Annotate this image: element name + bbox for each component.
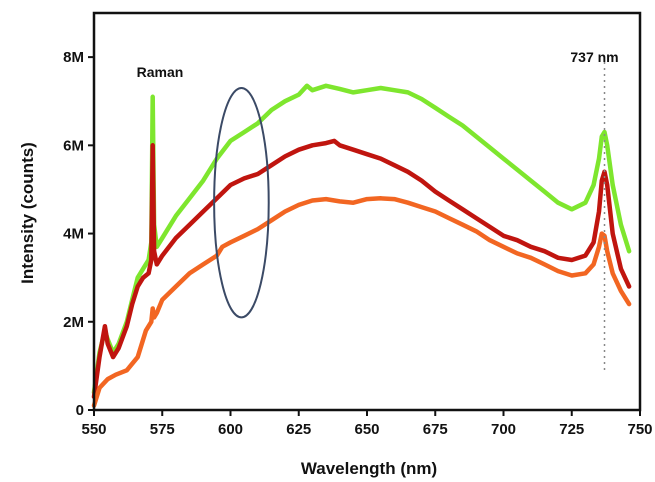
y-tick-label: 2M [63, 314, 84, 331]
series-line-1 [91, 83, 632, 395]
y-axis-title: Intensity (counts) [18, 142, 37, 284]
series-line-3 [91, 196, 632, 408]
x-tick-label: 675 [423, 421, 448, 438]
y-tick-label: 6M [63, 137, 84, 154]
x-axis-title: Wavelength (nm) [301, 459, 437, 478]
x-tick-label: 750 [627, 421, 652, 438]
axes-layer: 550 575 600 625 650 675 700 725 750 0 2M 4M 6M 8M [63, 11, 653, 438]
x-tick-label: 600 [218, 421, 243, 438]
annotation-layer: 737 nm Raman [137, 49, 619, 372]
x-tick-label: 550 [81, 421, 106, 438]
highlight-ellipse [213, 86, 270, 319]
y-tick-label: 0 [76, 402, 84, 419]
raman-label: Raman [137, 64, 184, 80]
y-tick-label: 4M [63, 226, 84, 243]
y-tick-label: 8M [63, 49, 84, 66]
series-line-2 [91, 138, 632, 400]
x-tick-label: 700 [491, 421, 516, 438]
x-tick-label: 650 [354, 421, 379, 438]
peak-label: 737 nm [570, 49, 618, 65]
x-tick-label: 575 [150, 421, 175, 438]
x-tick-label: 725 [559, 421, 584, 438]
x-tick-label: 625 [286, 421, 311, 438]
series-layer [91, 83, 632, 408]
